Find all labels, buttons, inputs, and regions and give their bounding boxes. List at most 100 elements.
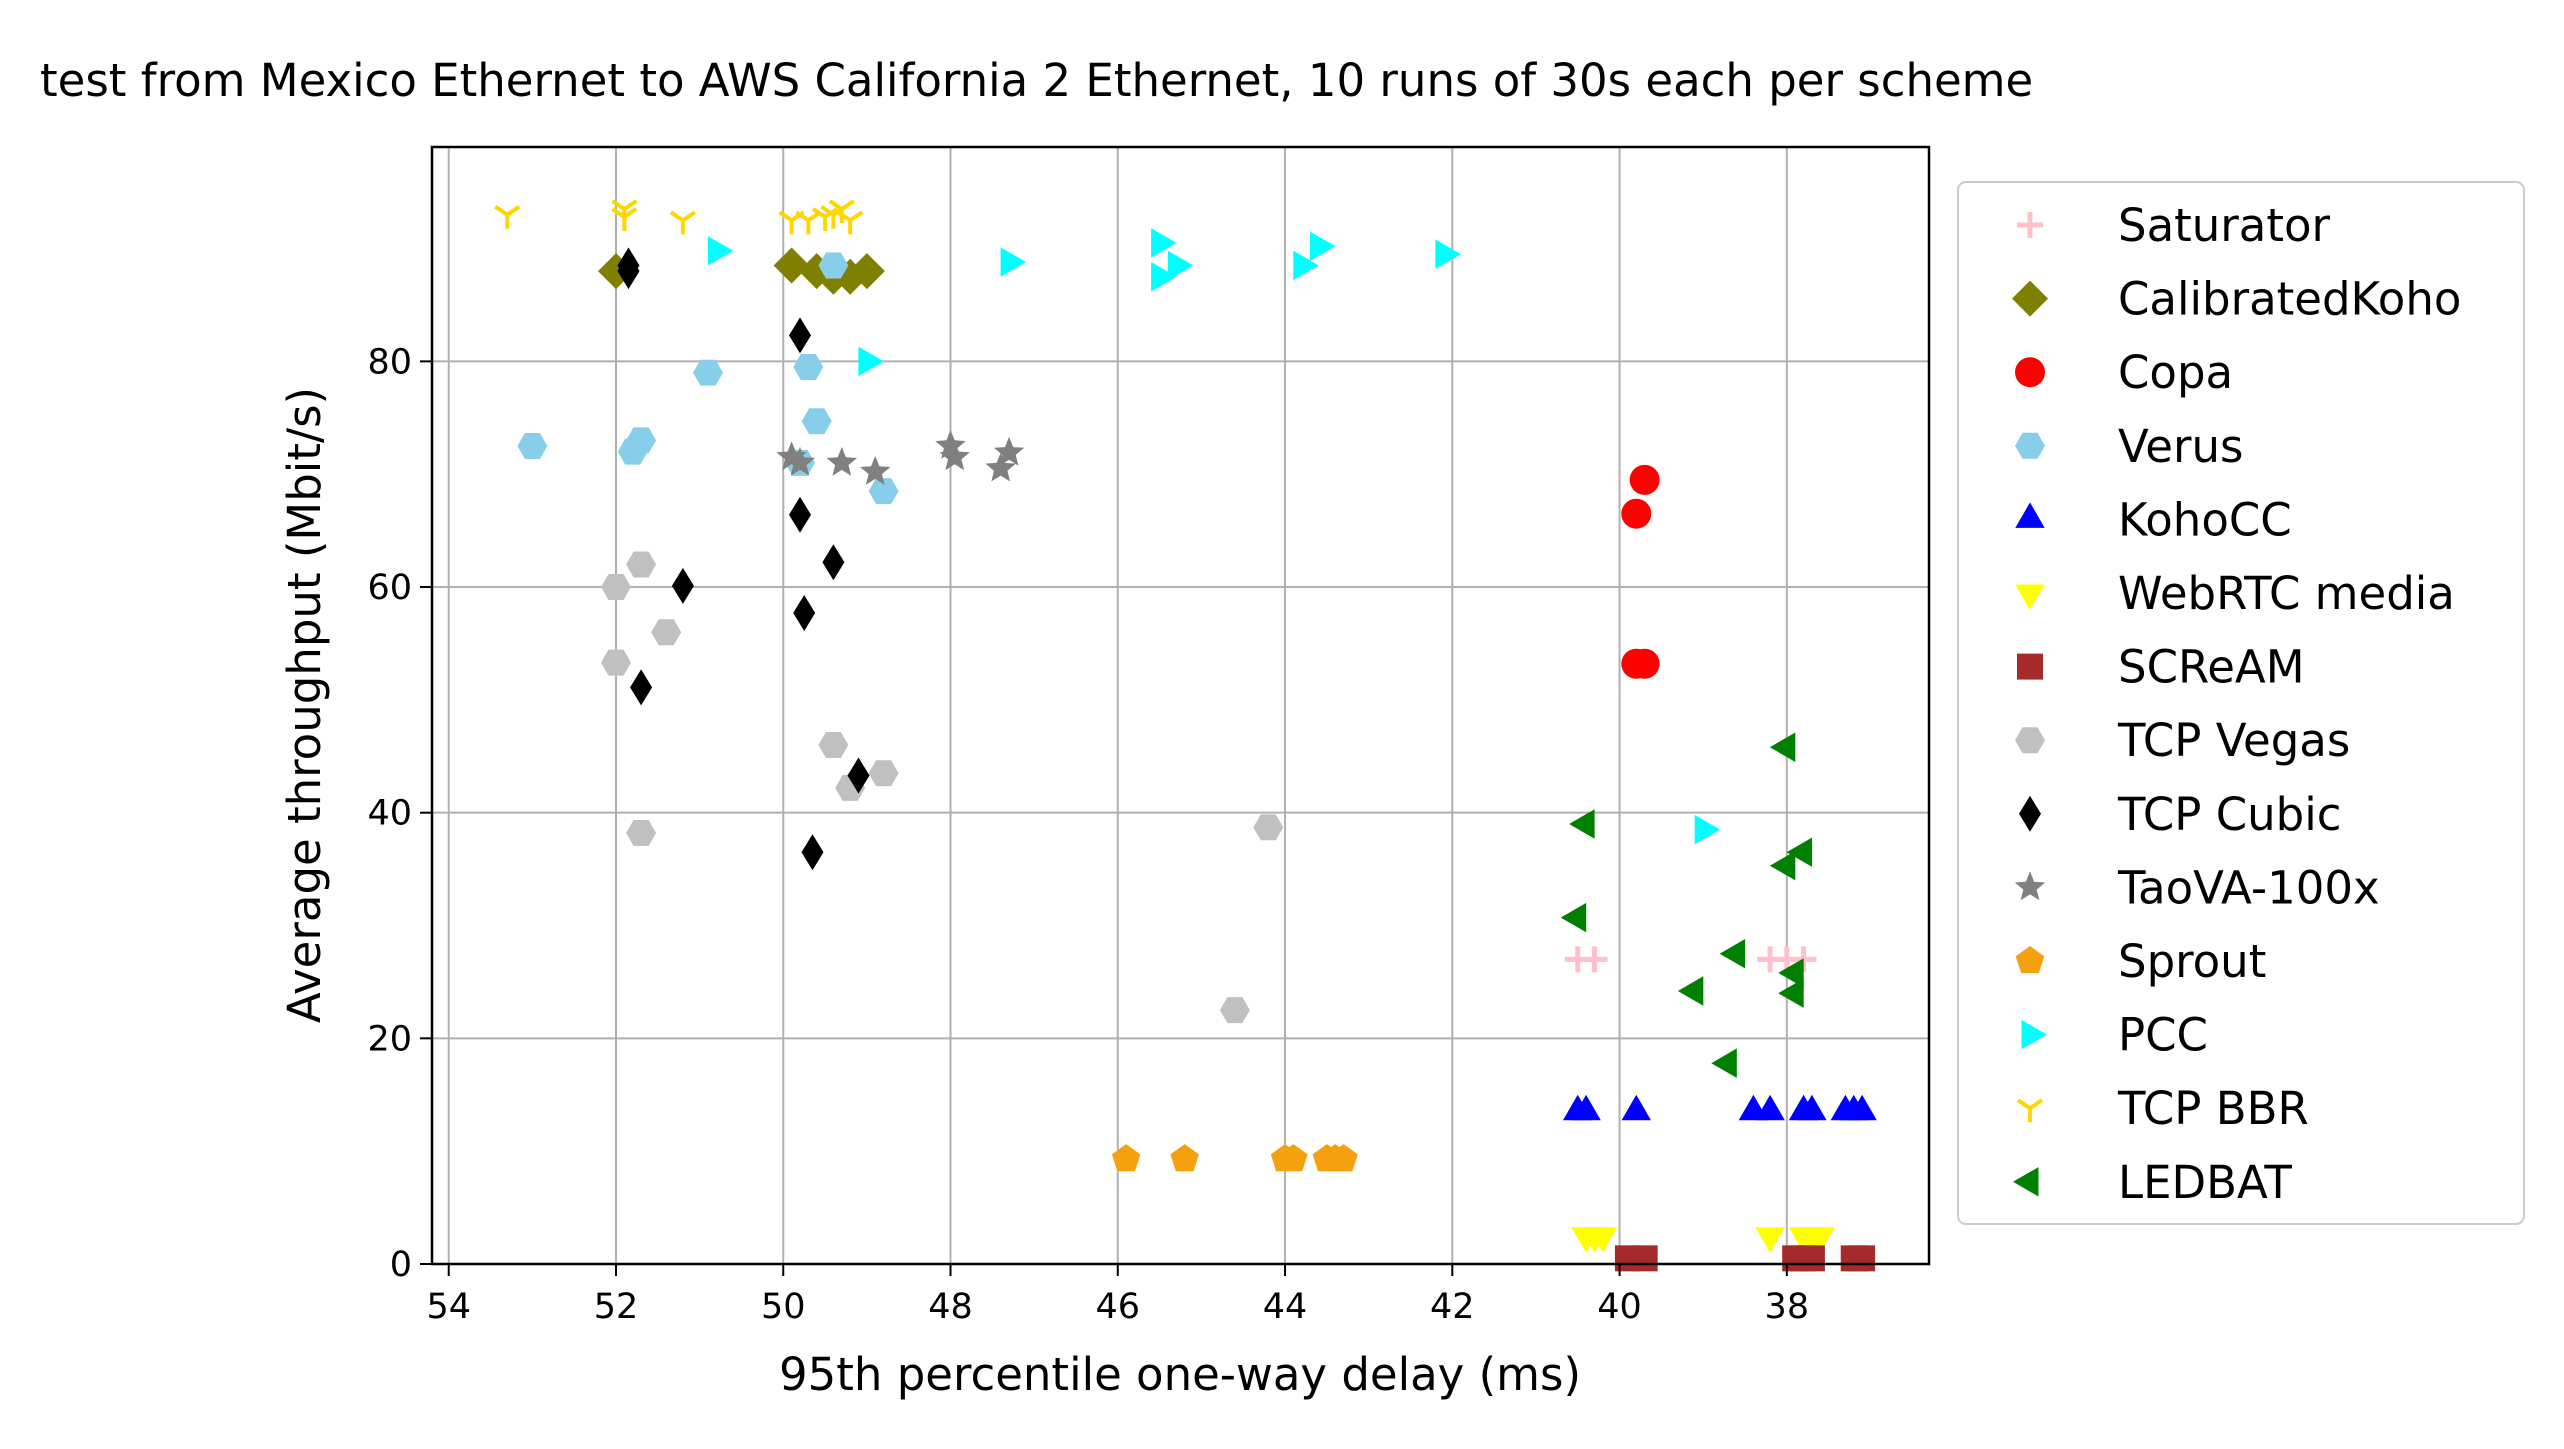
y-axis-label: Average throughput (Mbit/s) xyxy=(278,387,331,1023)
data-point-ledbat xyxy=(1719,939,1746,969)
data-point-ledbat xyxy=(1769,851,1796,881)
data-point-taova-100x xyxy=(993,436,1025,466)
data-point-tcp-vegas xyxy=(818,732,849,758)
data-point-tcp-vegas xyxy=(1253,814,1284,841)
legend-label-copa: Copa xyxy=(2118,346,2233,399)
data-point-taova-100x xyxy=(985,452,1016,482)
data-point-kohocc xyxy=(1621,1094,1651,1121)
data-point-ledbat xyxy=(1786,837,1813,867)
data-point-ledbat xyxy=(1677,976,1704,1006)
legend-label-taova-100x: TaoVA-100x xyxy=(2117,861,2380,914)
legend-label-tcp-vegas: TCP Vegas xyxy=(2117,714,2350,767)
x-tick-label: 40 xyxy=(1597,1287,1642,1327)
series-scream xyxy=(1614,1245,1876,1272)
x-tick-label: 42 xyxy=(1430,1287,1475,1327)
data-point-taova-100x xyxy=(784,446,816,476)
data-point-tcp-cubic xyxy=(789,317,811,354)
legend-marker-webrtc-media xyxy=(2015,584,2045,610)
data-point-ledbat xyxy=(1778,978,1804,1008)
data-point-taova-100x xyxy=(776,441,807,471)
legend-entry-sprout: Sprout xyxy=(2015,935,2266,988)
data-point-scream xyxy=(1849,1245,1876,1272)
legend-marker-sprout xyxy=(2015,946,2045,974)
legend-entry-scream: SCReAM xyxy=(2017,641,2305,694)
series-pcc xyxy=(707,228,1721,845)
data-point-pcc xyxy=(1435,239,1461,269)
data-point-pcc xyxy=(1000,247,1027,277)
data-point-verus xyxy=(693,359,723,386)
data-point-tcp-vegas xyxy=(601,649,631,676)
data-point-taova-100x xyxy=(939,441,970,471)
data-point-copa xyxy=(1629,464,1660,495)
legend-label-scream: SCReAM xyxy=(2118,641,2305,694)
legend-label-tcp-cubic: TCP Cubic xyxy=(2117,788,2341,841)
data-point-pcc xyxy=(1293,250,1319,281)
legend-marker-saturator xyxy=(2017,212,2043,238)
legend-marker-pcc xyxy=(2021,1019,2047,1050)
legend-entry-copa: Copa xyxy=(2015,346,2233,399)
legend-marker-tcp-vegas xyxy=(2015,727,2045,754)
data-point-verus xyxy=(793,354,824,380)
data-point-tcp-bbr xyxy=(795,210,822,235)
x-tick-label: 54 xyxy=(426,1287,471,1327)
y-tick-label: 40 xyxy=(367,794,412,834)
y-tick-label: 60 xyxy=(367,568,412,608)
grid xyxy=(432,147,1929,1265)
x-tick-label: 44 xyxy=(1263,1287,1308,1327)
data-point-webrtc-media xyxy=(1588,1227,1618,1253)
legend-marker-kohocc xyxy=(2015,502,2045,528)
legend-entry-ledbat: LEDBAT xyxy=(2013,1156,2292,1209)
data-point-scream xyxy=(1631,1245,1658,1272)
data-point-pcc xyxy=(1151,262,1177,292)
data-point-ledbat xyxy=(1560,902,1587,933)
data-point-sprout xyxy=(1170,1144,1199,1172)
legend-entry-kohocc: KohoCC xyxy=(2015,493,2292,546)
legend-label-pcc: PCC xyxy=(2118,1009,2208,1062)
series-tcp-bbr xyxy=(494,199,864,235)
data-point-tcp-vegas xyxy=(868,760,899,787)
data-point-kohocc xyxy=(1755,1094,1785,1121)
legend-marker-tcp-bbr xyxy=(2016,1098,2044,1123)
data-point-tcp-vegas xyxy=(651,619,682,646)
data-point-pcc xyxy=(707,236,734,266)
y-tick-label: 0 xyxy=(390,1245,412,1285)
data-point-copa xyxy=(1621,498,1652,529)
x-tick-label: 46 xyxy=(1096,1287,1141,1327)
data-point-sprout xyxy=(1111,1144,1141,1172)
legend-marker-calibratedkoho xyxy=(2012,280,2048,317)
legend-marker-tcp-cubic xyxy=(2019,795,2041,832)
data-point-kohocc xyxy=(1571,1094,1601,1121)
data-points xyxy=(494,199,1877,1272)
data-point-tcp-vegas xyxy=(601,574,631,600)
legend-label-webrtc-media: WebRTC media xyxy=(2118,567,2455,620)
legend-entry-saturator: Saturator xyxy=(2017,199,2331,252)
legend-entry-taova-100x: TaoVA-100x xyxy=(2014,861,2380,914)
data-point-verus xyxy=(818,252,849,279)
data-point-tcp-cubic xyxy=(617,247,640,284)
legend: Saturator CalibratedKoho Copa Verus KohoCC We… xyxy=(1957,181,2525,1225)
legend-entry-webrtc-media: WebRTC media xyxy=(2015,567,2455,620)
series-saturator xyxy=(1564,946,1817,973)
data-point-scream xyxy=(1798,1245,1825,1272)
legend-marker-ledbat xyxy=(2013,1167,2039,1197)
series-kohocc xyxy=(1563,1094,1877,1121)
chart-title: test from Mexico Ethernet to AWS Califor… xyxy=(40,54,2033,107)
legend-entry-tcp-vegas: TCP Vegas xyxy=(2015,714,2350,767)
legend-entry-calibratedkoho: CalibratedKoho xyxy=(2012,273,2461,326)
data-point-calibratedkoho xyxy=(848,253,885,290)
data-point-verus xyxy=(801,408,832,435)
data-point-tcp-bbr xyxy=(837,210,864,235)
data-point-ledbat xyxy=(1778,958,1804,988)
data-point-tcp-cubic xyxy=(801,834,824,871)
data-point-verus xyxy=(517,433,548,459)
data-point-tcp-bbr xyxy=(669,210,697,235)
data-point-ledbat xyxy=(1569,809,1595,839)
legend-marker-taova-100x xyxy=(2014,871,2046,901)
series-taova-100x xyxy=(776,430,1025,485)
series-tcp-cubic xyxy=(617,247,870,871)
axis-ticks: 54 52 50 48 46 44 42 40 38 0 20 40 60 80 xyxy=(367,342,1809,1327)
data-point-pcc xyxy=(1310,231,1336,261)
data-point-tcp-cubic xyxy=(789,496,811,533)
plot-frame xyxy=(430,145,1931,1266)
